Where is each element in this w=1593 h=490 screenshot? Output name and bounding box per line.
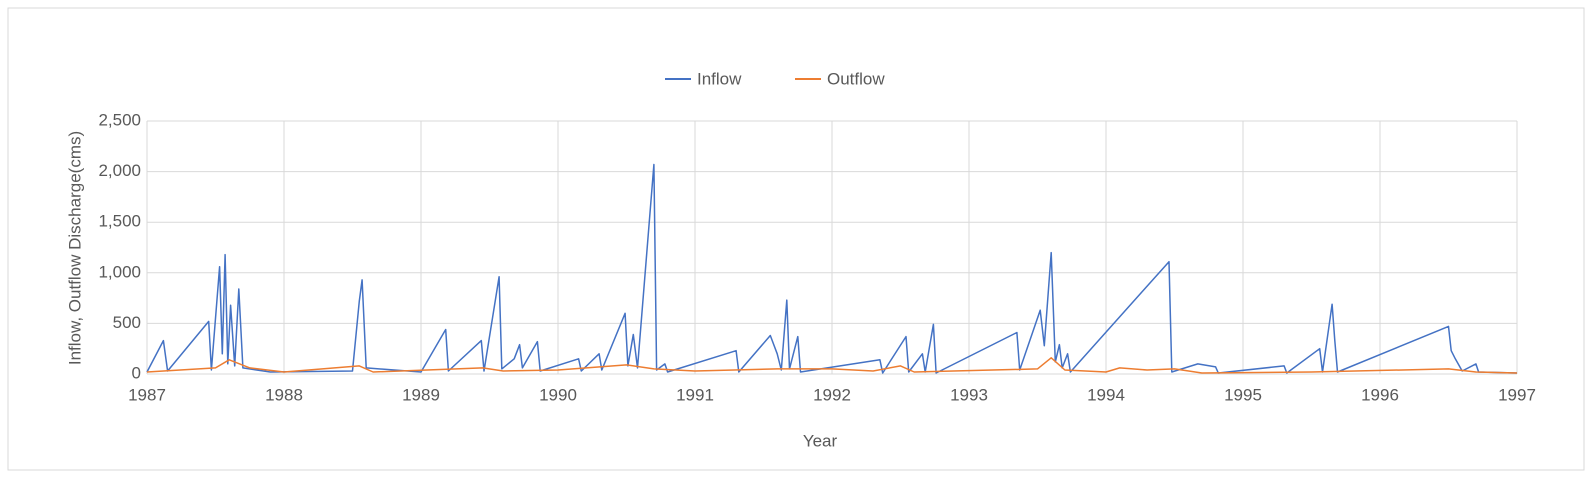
y-tick-label: 0 <box>132 363 141 382</box>
x-tick-label: 1990 <box>539 385 577 404</box>
legend-label: Outflow <box>827 69 885 88</box>
series-line <box>146 163 1518 374</box>
legend-label: Inflow <box>697 69 742 88</box>
x-tick-label: 1997 <box>1498 385 1536 404</box>
y-tick-label: 1,000 <box>98 262 141 281</box>
x-tick-label: 1992 <box>813 385 851 404</box>
x-tick-label: 1995 <box>1224 385 1262 404</box>
y-tick-label: 1,500 <box>98 212 141 231</box>
chart-frame <box>7 7 1585 471</box>
x-tick-label: 1988 <box>265 385 303 404</box>
series-line <box>146 357 1518 374</box>
y-axis-label: Inflow, Outflow Discharge(cms) <box>65 131 84 365</box>
x-tick-label: 1994 <box>1087 385 1125 404</box>
y-tick-label: 500 <box>113 313 141 332</box>
x-tick-label: 1987 <box>128 385 166 404</box>
x-tick-label: 1989 <box>402 385 440 404</box>
x-tick-label: 1993 <box>950 385 988 404</box>
x-tick-label: 1996 <box>1361 385 1399 404</box>
x-tick-label: 1991 <box>676 385 714 404</box>
x-axis-label: Year <box>803 431 838 450</box>
y-tick-label: 2,500 <box>98 110 141 129</box>
y-tick-label: 2,000 <box>98 161 141 180</box>
